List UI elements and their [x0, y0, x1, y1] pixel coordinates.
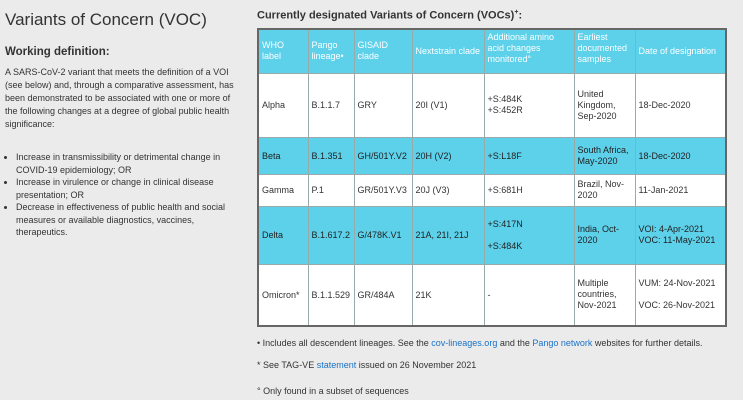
footnote-tag-ve: * See TAG-VE statement issued on 26 Nove… — [257, 360, 477, 370]
who-label-cell: Alpha — [257, 72, 309, 138]
date-cell: VOI: 4-Apr-2021 VOC: 11-May-2021 — [634, 205, 727, 265]
amino-cell: - — [483, 263, 575, 327]
pango-cell: P.1 — [307, 173, 355, 207]
criteria-list: Increase in transmissibility or detrimen… — [5, 151, 245, 239]
cov-lineages-link[interactable]: cov-lineages.org — [431, 338, 498, 348]
pango-cell: B.1.351 — [307, 136, 355, 175]
gisaid-cell: GRY — [353, 72, 413, 138]
footnote-subset: ° Only found in a subset of sequences — [257, 386, 409, 396]
voc-panel: Currently designated Variants of Concern… — [257, 0, 741, 327]
table-row: Beta B.1.351 GH/501Y.V2 20H (V2) +S:L18F… — [257, 136, 727, 175]
amino-cell: +S:L18F — [483, 136, 575, 175]
who-label-cell: Omicron* — [257, 263, 309, 327]
date-cell: 11-Jan-2021 — [634, 173, 727, 207]
nextstrain-cell: 20J (V3) — [411, 173, 485, 207]
table-row: Omicron* B.1.1.529 GR/484A 21K - Multipl… — [257, 263, 727, 327]
criteria-item: Increase in virulence or change in clini… — [16, 176, 245, 201]
nextstrain-cell: 21A, 21I, 21J — [411, 205, 485, 265]
date-cell: 18-Dec-2020 — [634, 136, 727, 175]
pango-cell: B.1.1.7 — [307, 72, 355, 138]
date-cell: VUM: 24-Nov-2021 VOC: 26-Nov-2021 — [634, 263, 727, 327]
amino-cell: +S:484K +S:452R — [483, 72, 575, 138]
who-label-cell: Delta — [257, 205, 309, 265]
definition-text: A SARS-CoV-2 variant that meets the defi… — [5, 67, 234, 129]
gisaid-cell: G/478K.V1 — [353, 205, 413, 265]
definition-panel: Variants of Concern (VOC) Working defini… — [5, 0, 245, 239]
earliest-cell: South Africa, May-2020 — [573, 136, 636, 175]
voc-table: WHO label Pango lineage• GISAID clade Ne… — [257, 28, 727, 327]
nextstrain-cell: 20H (V2) — [411, 136, 485, 175]
pango-cell: B.1.617.2 — [307, 205, 355, 265]
header-earliest-samples: Earliest documented samples — [573, 28, 636, 74]
page-title: Variants of Concern (VOC) — [5, 10, 207, 29]
criteria-item: Increase in transmissibility or detrimen… — [16, 151, 245, 176]
header-date-designation: Date of designation — [634, 28, 727, 74]
gisaid-cell: GR/501Y.V3 — [353, 173, 413, 207]
earliest-cell: United Kingdom, Sep-2020 — [573, 72, 636, 138]
earliest-cell: India, Oct-2020 — [573, 205, 636, 265]
table-row: Gamma P.1 GR/501Y.V3 20J (V3) +S:681H Br… — [257, 173, 727, 207]
amino-cell: +S:681H — [483, 173, 575, 207]
header-pango-lineage: Pango lineage• — [307, 28, 355, 74]
date-cell: 18-Dec-2020 — [634, 72, 727, 138]
header-amino-acid-changes: Additional amino acid changes monitored° — [483, 28, 575, 74]
earliest-cell: Brazil, Nov-2020 — [573, 173, 636, 207]
gisaid-cell: GR/484A — [353, 263, 413, 327]
working-definition-heading: Working definition: — [5, 46, 110, 58]
who-label-cell: Beta — [257, 136, 309, 175]
nextstrain-cell: 20I (V1) — [411, 72, 485, 138]
gisaid-cell: GH/501Y.V2 — [353, 136, 413, 175]
criteria-item: Decrease in effectiveness of public heal… — [16, 201, 245, 239]
pango-cell: B.1.1.529 — [307, 263, 355, 327]
header-nextstrain-clade: Nextstrain clade — [411, 28, 485, 74]
pango-network-link[interactable]: Pango network — [532, 338, 593, 348]
statement-link[interactable]: statement — [316, 360, 357, 370]
header-who-label: WHO label — [257, 28, 309, 74]
table-row: Alpha B.1.1.7 GRY 20I (V1) +S:484K +S:452… — [257, 72, 727, 138]
nextstrain-cell: 21K — [411, 263, 485, 327]
table-row: Delta B.1.617.2 G/478K.V1 21A, 21I, 21J … — [257, 205, 727, 265]
header-gisaid-clade: GISAID clade — [353, 28, 413, 74]
earliest-cell: Multiple countries, Nov-2021 — [573, 263, 636, 327]
voc-table-title: Currently designated Variants of Concern… — [257, 9, 523, 22]
amino-cell: +S:417N +S:484K — [483, 205, 575, 265]
footnote-lineages: • Includes all descendent lineages. See … — [257, 338, 703, 348]
who-label-cell: Gamma — [257, 173, 309, 207]
